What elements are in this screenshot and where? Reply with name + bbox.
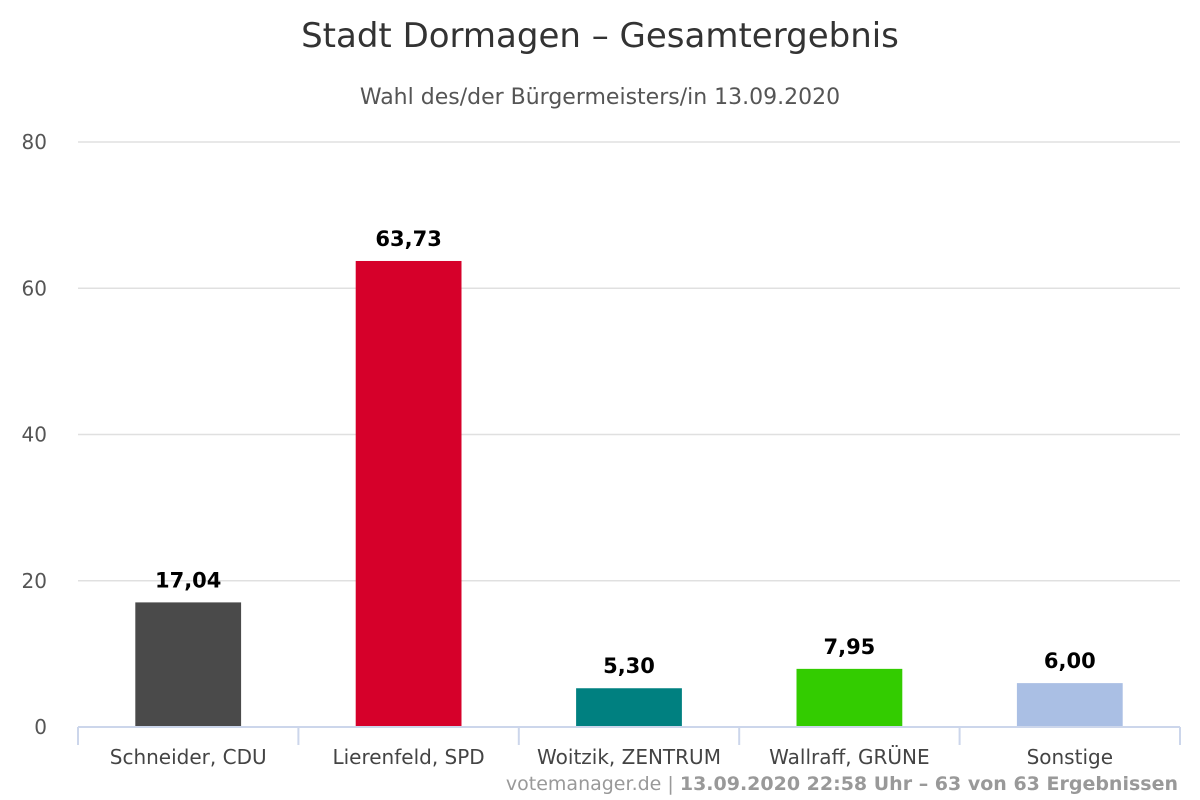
x-tick-label: Woitzik, ZENTRUM bbox=[537, 745, 721, 769]
y-tick-label: 20 bbox=[22, 569, 47, 593]
data-label: 5,30 bbox=[603, 654, 655, 678]
bar[interactable] bbox=[796, 668, 903, 727]
x-tick-label: Sonstige bbox=[1027, 745, 1113, 769]
credits-separator: | bbox=[661, 773, 679, 795]
chart-subtitle: Wahl des/der Bürgermeisters/in 13.09.202… bbox=[360, 85, 840, 110]
credits-source[interactable]: votemanager.de bbox=[506, 773, 661, 795]
data-label: 6,00 bbox=[1044, 649, 1096, 673]
data-label: 7,95 bbox=[823, 635, 875, 659]
chart-title: Stadt Dormagen – Gesamtergebnis bbox=[301, 16, 899, 56]
bar[interactable] bbox=[1016, 683, 1123, 727]
bar[interactable] bbox=[355, 260, 462, 727]
x-axis: Schneider, CDU Lierenfeld, SPD Woitzik, ZE… bbox=[77, 726, 1181, 769]
bar[interactable] bbox=[576, 688, 682, 727]
bars: 17,04 63,73 5,30 7,95 6,00 bbox=[135, 227, 1123, 727]
y-tick-label: 60 bbox=[22, 276, 47, 300]
data-label: 63,73 bbox=[375, 227, 441, 251]
x-tick-label: Wallraff, GRÜNE bbox=[769, 745, 929, 769]
x-tick-label: Lierenfeld, SPD bbox=[332, 745, 484, 769]
gridlines bbox=[78, 141, 1180, 582]
x-tick-label: Schneider, CDU bbox=[110, 745, 267, 769]
y-tick-label: 40 bbox=[22, 423, 47, 447]
bar[interactable] bbox=[135, 602, 242, 727]
y-axis-ticks: 0 20 40 60 80 bbox=[22, 130, 47, 739]
data-label: 17,04 bbox=[155, 568, 221, 592]
y-tick-label: 80 bbox=[22, 130, 47, 154]
credits[interactable]: votemanager.de | 13.09.2020 22:58 Uhr – … bbox=[506, 773, 1178, 795]
credits-detail: 13.09.2020 22:58 Uhr – 63 von 63 Ergebni… bbox=[680, 773, 1178, 795]
y-tick-label: 0 bbox=[34, 715, 47, 739]
